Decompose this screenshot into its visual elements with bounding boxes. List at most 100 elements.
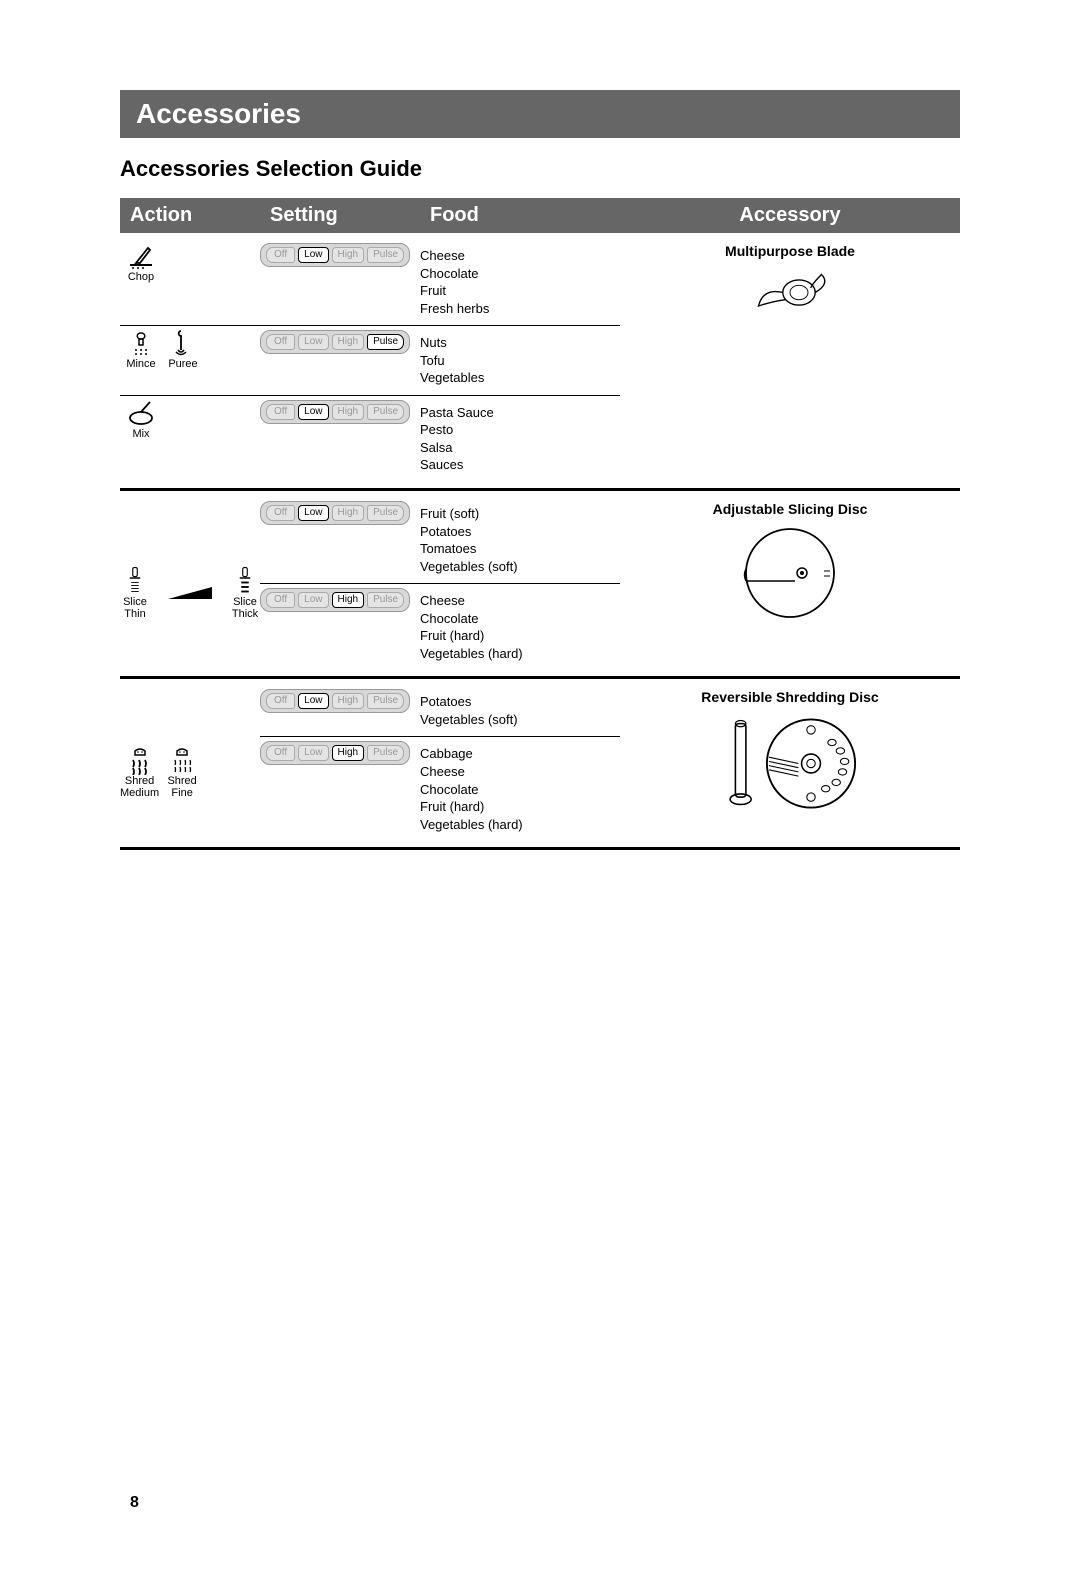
column-header-row: Action Setting Food Accessory	[120, 198, 960, 233]
setting-control: OffLowHighPulse	[260, 588, 410, 612]
food-item: Pasta Sauce	[420, 404, 620, 422]
setting-control: OffLowHighPulse	[260, 243, 410, 267]
food-item: Chocolate	[420, 610, 620, 628]
accessory-illustration	[740, 523, 840, 623]
action-cell: Slice Thin Slice Thick	[120, 497, 260, 670]
accessory-group: Chop OffLowHighPulse CheeseChocolateFrui…	[120, 233, 960, 491]
table-row: OffLowHighPulse Fruit (soft)PotatoesToma…	[260, 497, 620, 584]
table-row: OffLowHighPulse CheeseChocolateFruit (ha…	[260, 584, 620, 670]
ctrl-pulse: Pulse	[367, 745, 404, 761]
food-item: Cheese	[420, 247, 620, 265]
ctrl-off: Off	[266, 334, 295, 350]
ctrl-high: High	[332, 505, 365, 521]
action-label: Puree	[168, 358, 198, 370]
food-item: Cabbage	[420, 745, 620, 763]
table-row: Mince Puree OffLowHighPulse NutsTofuVege…	[120, 326, 620, 396]
setting-cell: OffLowHighPulse	[260, 330, 420, 354]
ctrl-off: Off	[266, 745, 295, 761]
food-item: Fruit (soft)	[420, 505, 620, 523]
action-shred-medium: Shred Medium	[120, 747, 159, 799]
food-item: Fresh herbs	[420, 300, 620, 318]
ctrl-low: Low	[298, 404, 328, 420]
ctrl-low: Low	[298, 247, 328, 263]
food-cell: CabbageCheeseChocolateFruit (hard)Vegeta…	[420, 741, 620, 837]
ctrl-high: High	[332, 334, 365, 350]
ctrl-off: Off	[266, 693, 295, 709]
action-cell: Shred Medium Shred Fine	[120, 685, 260, 841]
action-cell: Mince Puree	[120, 330, 260, 370]
setting-control: OffLowHighPulse	[260, 501, 410, 525]
food-item: Salsa	[420, 439, 620, 457]
action-shred-fine: Shred Fine	[167, 747, 197, 799]
slice-thin-icon	[120, 568, 150, 594]
food-item: Fruit (hard)	[420, 627, 620, 645]
setting-cell: OffLowHighPulse	[260, 588, 420, 612]
accessory-title: Multipurpose Blade	[620, 243, 960, 259]
accessory-group: Slice Thin Slice Thick OffLowHighPulse F…	[120, 491, 960, 679]
food-item: Cheese	[420, 763, 620, 781]
ctrl-high: High	[332, 592, 365, 608]
food-cell: NutsTofuVegetables	[420, 330, 620, 391]
food-cell: Fruit (soft)PotatoesTomatoesVegetables (…	[420, 501, 620, 579]
setting-cell: OffLowHighPulse	[260, 689, 420, 713]
food-item: Vegetables	[420, 369, 620, 387]
setting-cell: OffLowHighPulse	[260, 741, 420, 765]
accessory-cell: Reversible Shredding Disc	[620, 685, 960, 841]
ctrl-pulse: Pulse	[367, 505, 404, 521]
action-mix: Mix	[126, 400, 156, 440]
food-item: Potatoes	[420, 523, 620, 541]
ctrl-pulse: Pulse	[367, 247, 404, 263]
ctrl-pulse: Pulse	[367, 693, 404, 709]
food-cell: CheeseChocolateFruit (hard)Vegetables (h…	[420, 588, 620, 666]
table-row: Mix OffLowHighPulse Pasta SaucePestoSals…	[120, 396, 620, 482]
food-cell: Pasta SaucePestoSalsaSauces	[420, 400, 620, 478]
ctrl-low: Low	[298, 745, 328, 761]
action-label: Slice Thin	[120, 596, 150, 620]
accessory-illustration	[715, 711, 865, 816]
food-item: Fruit	[420, 282, 620, 300]
food-item: Tomatoes	[420, 540, 620, 558]
shred-medium-icon	[125, 747, 155, 773]
accessory-group: Shred Medium Shred Fine OffLowHighPulse …	[120, 679, 960, 850]
table-row: Chop OffLowHighPulse CheeseChocolateFrui…	[120, 239, 620, 326]
col-header-food: Food	[420, 198, 620, 233]
ctrl-high: High	[332, 693, 365, 709]
food-cell: CheeseChocolateFruitFresh herbs	[420, 243, 620, 321]
food-item: Sauces	[420, 456, 620, 474]
accessory-title: Adjustable Slicing Disc	[620, 501, 960, 517]
mince-icon	[126, 330, 156, 356]
action-chop: Chop	[126, 243, 156, 283]
ctrl-low: Low	[298, 334, 328, 350]
section-header: Accessories	[120, 90, 960, 138]
mix-icon	[126, 400, 156, 426]
setting-cell: OffLowHighPulse	[260, 243, 420, 267]
shred-fine-icon	[167, 747, 197, 773]
table-row: OffLowHighPulse CabbageCheeseChocolateFr…	[260, 737, 620, 841]
col-header-setting: Setting	[260, 198, 420, 233]
accessory-cell: Multipurpose Blade	[620, 239, 960, 482]
accessory-cell: Adjustable Slicing Disc	[620, 497, 960, 670]
action-label: Shred Fine	[167, 775, 197, 799]
ctrl-off: Off	[266, 247, 295, 263]
food-item: Vegetables (soft)	[420, 558, 620, 576]
ctrl-low: Low	[298, 693, 328, 709]
food-item: Pesto	[420, 421, 620, 439]
subtitle: Accessories Selection Guide	[120, 156, 960, 182]
action-puree: Puree	[168, 330, 198, 370]
accessory-title: Reversible Shredding Disc	[620, 689, 960, 705]
ctrl-pulse: Pulse	[367, 592, 404, 608]
ctrl-high: High	[332, 404, 365, 420]
ctrl-high: High	[332, 247, 365, 263]
page-number: 8	[130, 1494, 139, 1512]
setting-control: OffLowHighPulse	[260, 741, 410, 765]
food-item: Vegetables (hard)	[420, 645, 620, 663]
food-item: Chocolate	[420, 265, 620, 283]
food-item: Potatoes	[420, 693, 620, 711]
food-item: Tofu	[420, 352, 620, 370]
food-item: Chocolate	[420, 781, 620, 799]
food-item: Vegetables (hard)	[420, 816, 620, 834]
food-item: Vegetables (soft)	[420, 711, 620, 729]
setting-control: OffLowHighPulse	[260, 330, 410, 354]
ctrl-low: Low	[298, 592, 328, 608]
food-item: Fruit (hard)	[420, 798, 620, 816]
